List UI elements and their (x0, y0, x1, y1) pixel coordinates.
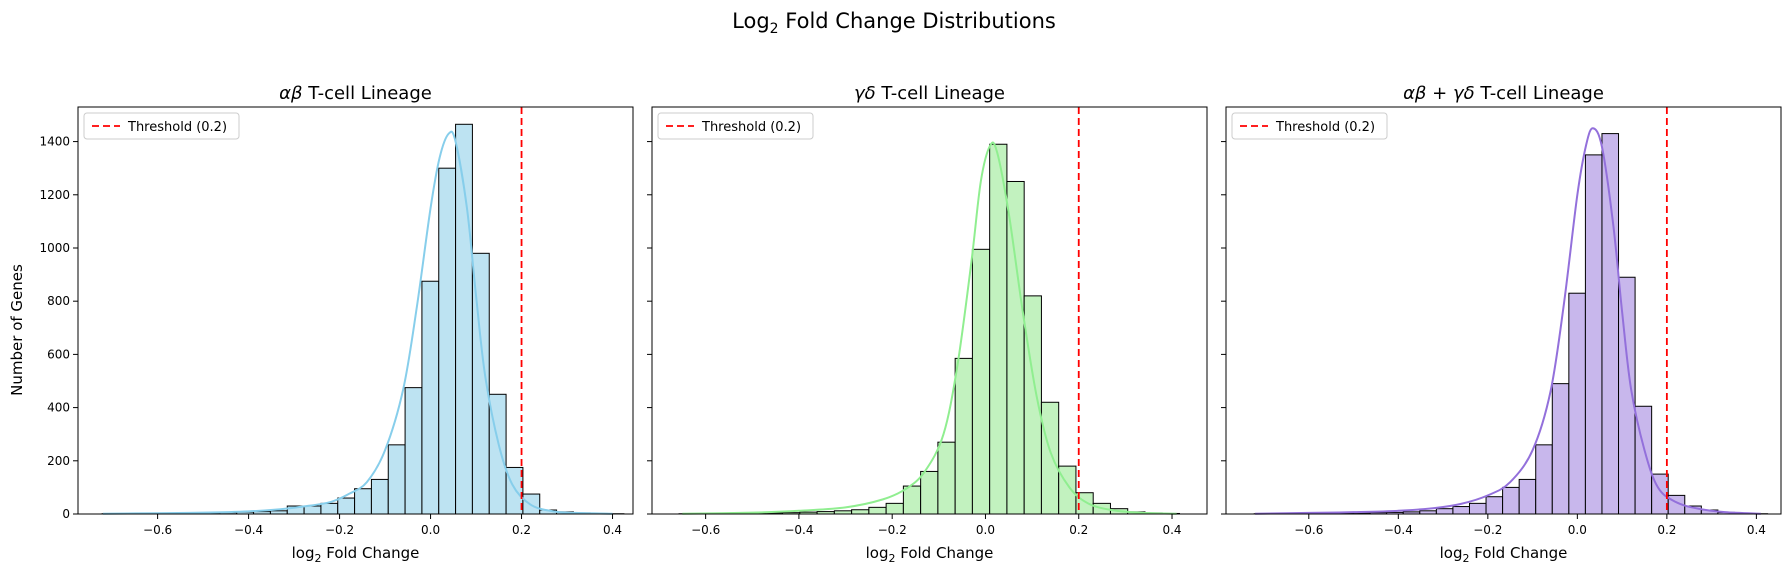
histogram-bar (902, 485, 922, 515)
histogram-bar (1518, 478, 1537, 515)
histogram-bar (971, 248, 991, 515)
panel-3: −0.6 −0.4 −0.2 0.0 0.2 0.4 log2 Fold Change αβ … (1221, 83, 1782, 565)
histogram-bar (337, 497, 356, 515)
histogram-bar (370, 478, 389, 515)
panel-1: −0.6 −0.4 −0.2 0.0 0.2 0.4 0 200 400 600 800 1000 12… (39, 83, 634, 565)
x-tick-label: −0.2 (325, 523, 354, 537)
kde-curve (103, 130, 613, 515)
histogram-bar (404, 387, 423, 515)
figure-title-rest: Fold Change Distributions (779, 9, 1056, 33)
figure-title-main: Log (732, 9, 770, 33)
histogram-bar (885, 502, 904, 515)
x-tick-label: −0.6 (691, 523, 720, 537)
legend: Threshold (0.2) (657, 112, 814, 140)
figure-title: Log2 Fold Change Distributions (732, 9, 1056, 37)
histogram-bar (1040, 401, 1060, 515)
histogram-bar (1584, 154, 1603, 515)
histogram-bar (868, 506, 887, 515)
histogram-bar (387, 444, 406, 515)
x-tick-label: −0.6 (143, 523, 172, 537)
panel-2: −0.6 −0.4 −0.2 0.0 0.2 0.4 log2 Fold Change γδ … (647, 83, 1208, 565)
x-tick-label: 0.0 (976, 523, 995, 537)
legend-box (83, 112, 240, 140)
histogram-bar (989, 143, 1008, 515)
histogram-bar (1601, 133, 1620, 515)
x-tick-label: −0.2 (1473, 523, 1502, 537)
histogram-bar (851, 509, 870, 515)
histogram-bar (1551, 383, 1570, 515)
histogram-bar (937, 441, 956, 515)
axes-frame (1225, 106, 1782, 515)
histogram-bar (1452, 506, 1470, 515)
kde-curve (1255, 127, 1761, 515)
y-tick-label: 800 (47, 294, 70, 308)
histogram-bar (1535, 444, 1553, 515)
histogram-bar (954, 357, 973, 515)
histogram-bar (1568, 292, 1586, 515)
legend-label: Threshold (0.2) (1275, 120, 1375, 135)
panel-title: αβ T-cell Lineage (279, 83, 432, 104)
histogram-bar (920, 470, 939, 515)
histogram-bar (320, 502, 339, 515)
legend-box (1231, 112, 1388, 140)
x-tick-label: 0.4 (603, 523, 622, 537)
histogram-bar (438, 167, 457, 515)
x-tick-label: −0.4 (784, 523, 813, 537)
x-tick-label: 0.2 (1069, 523, 1088, 537)
histogram-bars (1253, 133, 1769, 515)
histogram-bar (1485, 496, 1504, 515)
x-tick-label: −0.4 (1384, 523, 1413, 537)
histogram-bar (421, 280, 440, 515)
x-axis-label: log2 Fold Change (1440, 544, 1568, 565)
y-tick-label: 1400 (39, 135, 70, 149)
histogram-bars (101, 123, 625, 515)
histogram-bar (1435, 508, 1454, 515)
y-tick-label: 600 (47, 347, 70, 361)
histogram-bar (354, 488, 372, 515)
y-tick-label: 200 (47, 454, 70, 468)
histogram-bar (303, 505, 322, 515)
panels-group: −0.6 −0.4 −0.2 0.0 0.2 0.4 0 200 400 600 800 1000 12… (39, 83, 1782, 565)
x-tick-label: 0.2 (1657, 523, 1676, 537)
histogram-bar (1006, 180, 1025, 515)
x-tick-label: 0.0 (1568, 523, 1587, 537)
x-tick-label: −0.6 (1294, 523, 1323, 537)
x-axis-label: log2 Fold Change (292, 544, 420, 565)
x-tick-label: −0.4 (234, 523, 263, 537)
figure-title-subscript: 2 (770, 21, 779, 37)
panel-title: γδ T-cell Lineage (854, 83, 1005, 104)
y-tick-label: 0 (62, 507, 70, 521)
x-tick-label: 0.2 (512, 523, 531, 537)
axes-frame (77, 106, 634, 515)
y-axis-label: Number of Genes (8, 264, 26, 396)
panel-title: αβ + γδ T-cell Lineage (1403, 83, 1604, 104)
legend-label: Threshold (0.2) (701, 120, 801, 135)
histogram-bars (678, 143, 1180, 515)
kde-curve (682, 141, 1177, 515)
y-tick-label: 400 (47, 401, 70, 415)
legend-box (657, 112, 814, 140)
histogram-bar (1502, 486, 1520, 515)
x-tick-label: 0.0 (421, 523, 440, 537)
axes-frame (651, 106, 1208, 515)
legend: Threshold (0.2) (1231, 112, 1388, 140)
x-axis-label: log2 Fold Change (866, 544, 994, 565)
y-tick-label: 1000 (39, 241, 70, 255)
legend-label: Threshold (0.2) (127, 120, 227, 135)
x-tick-label: 0.4 (1162, 523, 1181, 537)
x-tick-label: 0.4 (1747, 523, 1766, 537)
legend: Threshold (0.2) (83, 112, 240, 140)
histogram-bar (1468, 502, 1487, 515)
y-tick-label: 1200 (39, 188, 70, 202)
x-tick-label: −0.2 (878, 523, 907, 537)
